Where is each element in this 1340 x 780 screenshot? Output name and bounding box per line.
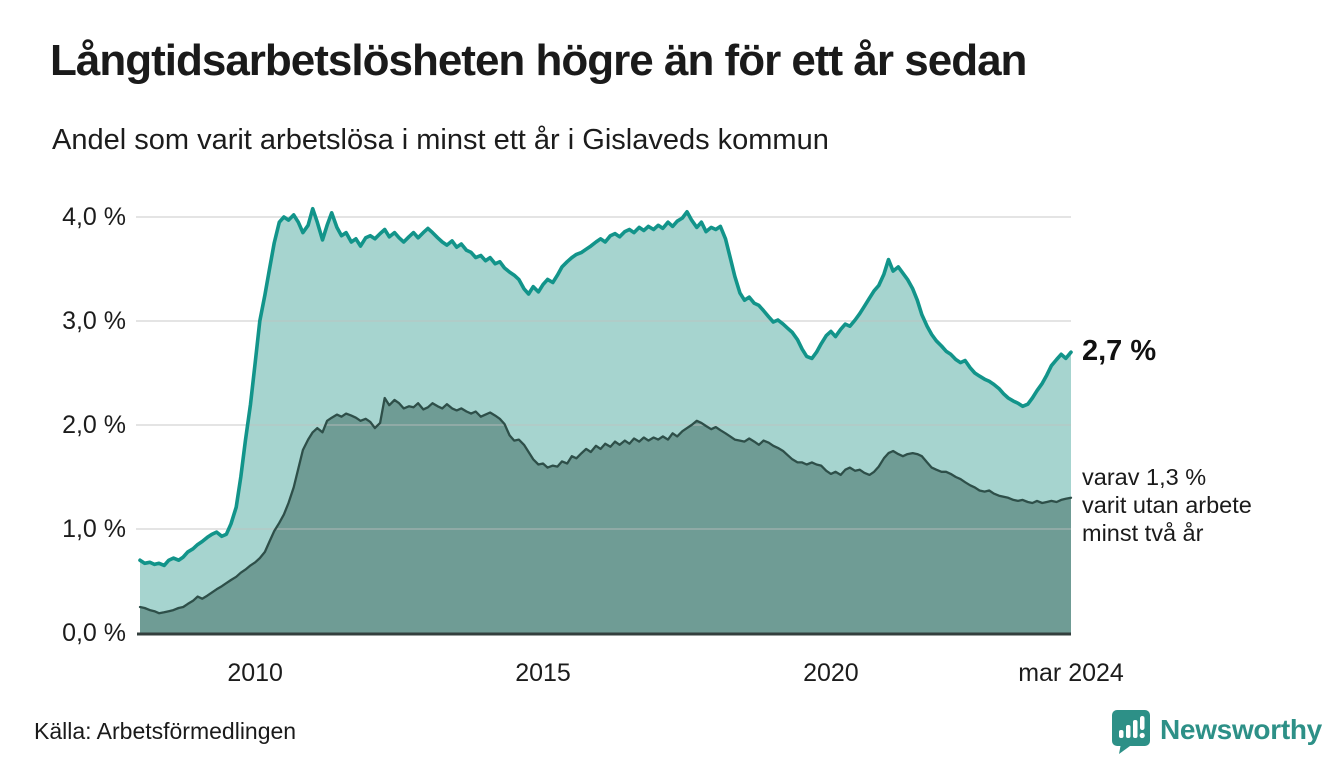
series2-annotation-line2: varit utan arbete (1082, 492, 1252, 518)
y-axis-label: 2,0 % (62, 411, 126, 439)
series-line-2 (138, 396, 1073, 615)
page-title: Långtidsarbetslösheten högre än för ett … (50, 36, 1027, 85)
x-axis-label: 2015 (515, 659, 571, 687)
area-fill-2 (140, 398, 1071, 633)
series2-annotation: varav 1,3 % varit utan arbete minst två … (1082, 463, 1252, 547)
x-axis-label: mar 2024 (1018, 659, 1124, 687)
series2-annotation-line3: minst två år (1082, 520, 1204, 546)
y-axis-label: 3,0 % (62, 307, 126, 335)
series2-annotation-line1: varav 1,3 % (1082, 464, 1207, 490)
y-axis-label: 4,0 % (62, 203, 126, 231)
newsworthy-logo-icon (1112, 710, 1150, 754)
newsworthy-logo-text: Newsworthy (1160, 714, 1322, 745)
x-axis-label: 2020 (803, 659, 859, 687)
y-axis-label: 1,0 % (62, 515, 126, 543)
page-subtitle: Andel som varit arbetslösa i minst ett å… (52, 124, 829, 156)
newsworthy-logo: Newsworthy (1110, 708, 1322, 756)
x-axis-label: 2010 (227, 659, 283, 687)
series-line-1 (138, 206, 1073, 568)
end-value-label: 2,7 % (1082, 335, 1157, 367)
source-note: Källa: Arbetsförmedlingen (34, 718, 297, 744)
y-axis-label: 0,0 % (62, 619, 126, 647)
